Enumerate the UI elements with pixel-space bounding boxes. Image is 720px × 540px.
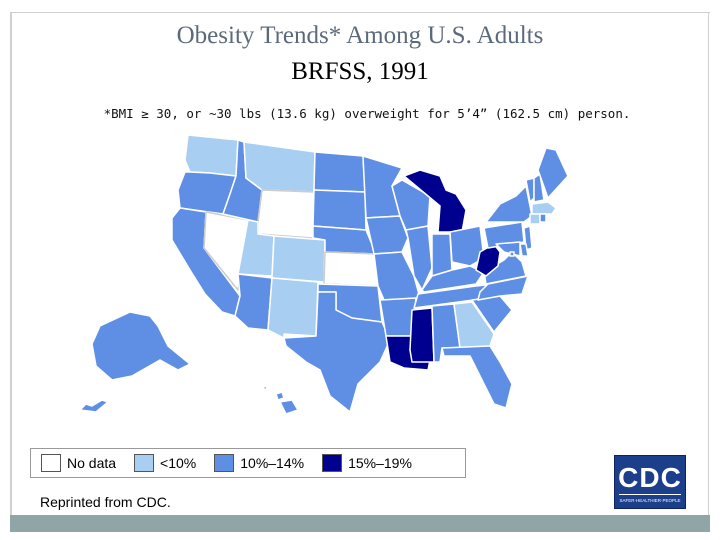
state-ak bbox=[91, 311, 191, 381]
state-co bbox=[271, 235, 326, 283]
cdc-logo-tagline: SAFER·HEALTHIER·PEOPLE bbox=[619, 498, 681, 503]
state-mi bbox=[403, 169, 467, 233]
cdc-logo-stripe bbox=[619, 494, 681, 495]
legend-label-no-data: No data bbox=[67, 455, 117, 471]
state-fl bbox=[441, 345, 513, 409]
legend-item-10to14: 10%–14% bbox=[214, 454, 304, 472]
map-legend: No data <10% 10%–14% 15%–19% bbox=[30, 448, 466, 478]
cdc-logo: CDC SAFER·HEALTHIER·PEOPLE bbox=[614, 455, 686, 509]
state-oh bbox=[449, 225, 485, 267]
state-tx bbox=[283, 291, 391, 413]
bmi-footnote: *BMI ≥ 30, or ~30 lbs (13.6 kg) overweig… bbox=[103, 106, 631, 121]
legend-swatch-15to19 bbox=[322, 454, 343, 472]
state-ma bbox=[531, 201, 557, 215]
legend-label-15to19: 15%–19% bbox=[348, 455, 412, 471]
state-wy bbox=[257, 189, 315, 239]
state-nv bbox=[203, 211, 249, 291]
state-nm bbox=[267, 277, 319, 339]
legend-label-10to14: 10%–14% bbox=[240, 455, 305, 471]
state-ga bbox=[453, 301, 495, 349]
legend-label-lt10: <10% bbox=[160, 455, 197, 471]
frame-right-border bbox=[708, 12, 709, 530]
state-ia bbox=[365, 215, 409, 255]
state-nh bbox=[533, 173, 545, 203]
credit-text: Reprinted from CDC. bbox=[40, 494, 171, 510]
map-title: Obesity Trends* Among U.S. Adults bbox=[176, 22, 544, 49]
state-me bbox=[537, 147, 569, 199]
state-nd bbox=[313, 151, 366, 193]
state-va bbox=[483, 251, 527, 285]
bottom-bar bbox=[10, 515, 710, 532]
state-az bbox=[234, 273, 273, 331]
state-sd bbox=[312, 189, 367, 231]
state-ri bbox=[539, 213, 547, 223]
legend-swatch-lt10 bbox=[134, 454, 155, 472]
state-ms bbox=[409, 307, 435, 363]
frame-top-border bbox=[10, 12, 710, 13]
state-de bbox=[519, 243, 529, 257]
legend-item-no-data: No data bbox=[41, 454, 116, 472]
state-hi bbox=[261, 385, 299, 415]
state-pa bbox=[483, 221, 525, 249]
cdc-logo-text: CDC bbox=[618, 462, 682, 493]
state-ks bbox=[323, 251, 379, 287]
state-mt bbox=[243, 141, 316, 193]
legend-item-lt10: <10% bbox=[134, 454, 196, 472]
state-ak-chain bbox=[79, 399, 109, 413]
map-subtitle: BRFSS, 1991 bbox=[291, 58, 429, 85]
legend-swatch-10to14 bbox=[214, 454, 235, 472]
legend-item-15to19: 15%–19% bbox=[322, 454, 412, 472]
legend-swatch-no-data bbox=[41, 454, 61, 472]
state-ct bbox=[529, 213, 541, 225]
state-in bbox=[431, 233, 453, 277]
state-dc bbox=[509, 251, 515, 257]
state-ny bbox=[485, 185, 533, 223]
frame-left-border bbox=[10, 12, 12, 530]
state-wa bbox=[184, 134, 239, 177]
